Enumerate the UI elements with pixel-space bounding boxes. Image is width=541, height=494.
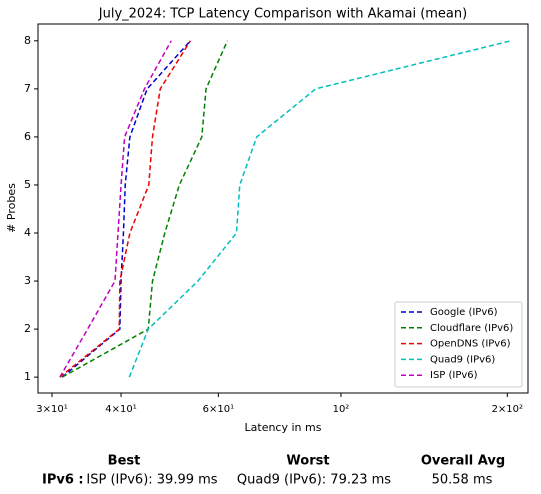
x-tick-label: 3×10¹ xyxy=(36,404,67,415)
y-tick-label: 6 xyxy=(24,130,31,143)
footer-header: Overall Avg xyxy=(421,454,505,469)
line-series xyxy=(128,40,512,378)
legend-label: Google (IPv6) xyxy=(430,307,498,318)
legend-box xyxy=(394,301,523,388)
footer-header: Worst xyxy=(286,454,329,469)
y-tick-label: 5 xyxy=(24,178,31,191)
footer-worst: Quad9 (IPv6): 79.23 ms xyxy=(237,473,391,488)
y-tick-label: 4 xyxy=(24,226,31,239)
chart-title: July_2024: TCP Latency Comparison with A… xyxy=(98,7,467,22)
x-tick-label: 2×10² xyxy=(492,404,523,415)
footer-best: ISP (IPv6): 39.99 ms xyxy=(86,473,217,488)
y-tick-label: 7 xyxy=(24,82,31,95)
x-tick-label: 10² xyxy=(333,404,350,415)
plot-frame xyxy=(37,23,529,394)
y-tick-label: 2 xyxy=(24,322,31,335)
y-tick-label: 3 xyxy=(24,274,31,287)
line-series xyxy=(61,40,229,378)
footer-row-label: IPv6 : xyxy=(42,473,84,488)
x-axis-label: Latency in ms xyxy=(245,421,322,434)
line-series xyxy=(59,40,172,378)
legend-label: OpenDNS (IPv6) xyxy=(430,339,511,350)
legend-label: Cloudflare (IPv6) xyxy=(430,323,513,334)
line-series xyxy=(61,40,191,378)
x-tick-label: 6×10¹ xyxy=(203,404,234,415)
x-tick-label: 4×10¹ xyxy=(105,404,136,415)
y-tick-label: 8 xyxy=(24,34,31,47)
y-axis-label: # Probes xyxy=(5,183,18,233)
footer-header: Best xyxy=(108,454,141,469)
y-tick-label: 1 xyxy=(24,370,31,383)
legend-label: ISP (IPv6) xyxy=(430,370,478,381)
footer-avg: 50.58 ms xyxy=(432,473,493,488)
legend-label: Quad9 (IPv6) xyxy=(430,354,495,365)
line-series xyxy=(59,40,192,378)
